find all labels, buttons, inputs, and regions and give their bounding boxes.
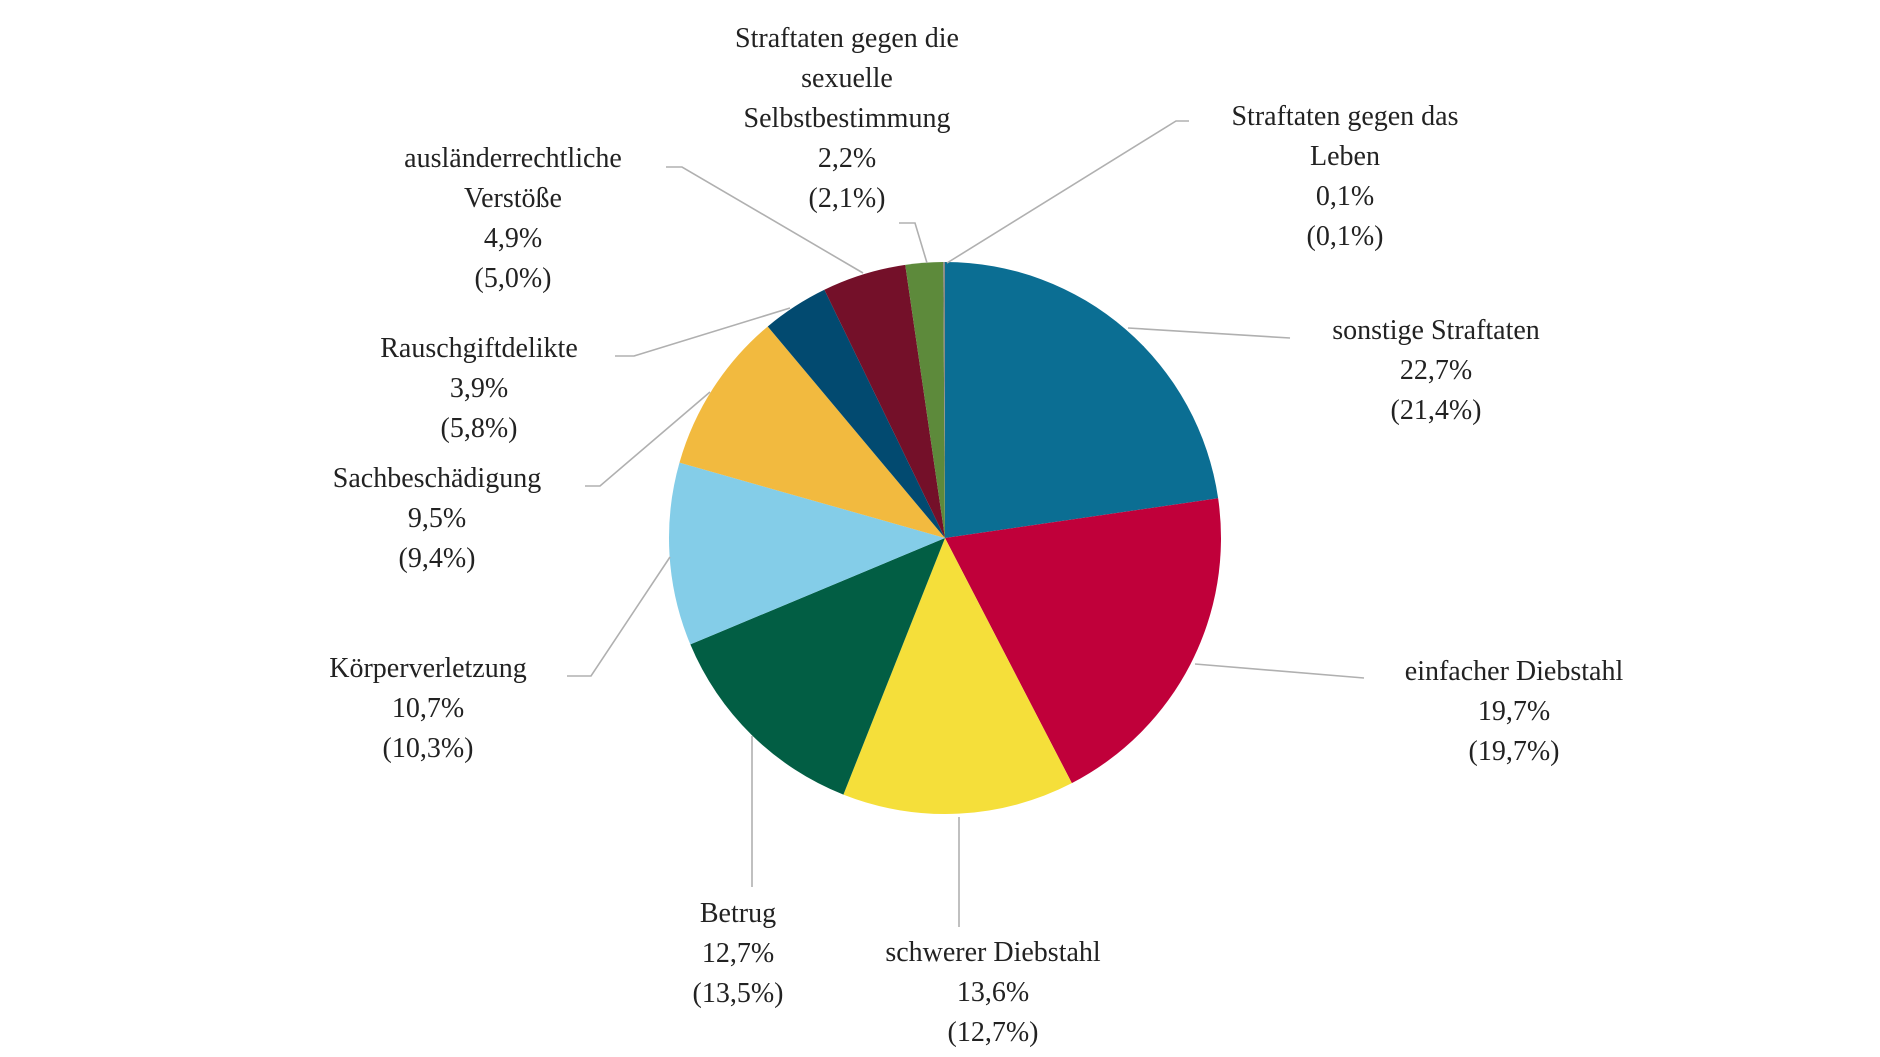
- value-label: 19,7%: [1477, 696, 1551, 727]
- previous-value-label: (5,0%): [474, 263, 552, 294]
- slice-label: Sachbeschädigung 9,5% (9,4%): [333, 459, 541, 579]
- slice-label: Straftaten gegen die sexuelle Selbstbest…: [735, 19, 959, 219]
- slice-label: ausländerrechtliche Verstöße 4,9% (5,0%): [404, 139, 622, 299]
- leader-line: [899, 222, 928, 264]
- leader-line: [615, 307, 791, 357]
- leader-line: [946, 120, 1189, 264]
- category-name: sonstige Straftaten: [1332, 315, 1540, 346]
- slice-label: einfacher Diebstahl 19,7% (19,7%): [1405, 652, 1623, 772]
- pie-slice: [669, 462, 945, 645]
- category-name: Betrug: [699, 898, 777, 929]
- slice-label: Körperverletzung 10,7% (10,3%): [329, 649, 526, 769]
- category-name: Rauschgiftdelikte: [380, 333, 578, 364]
- value-label: 22,7%: [1399, 355, 1473, 386]
- pie-slice: [767, 289, 945, 538]
- category-name: Sachbeschädigung: [332, 463, 542, 494]
- slice-label: Rauschgiftdelikte 3,9% (5,8%): [380, 329, 578, 449]
- slice-label: Straftaten gegen das Leben 0,1% (0,1%): [1231, 97, 1458, 257]
- value-label: 0,1%: [1315, 181, 1375, 212]
- previous-value-label: (5,8%): [440, 413, 518, 444]
- pie-slice: [905, 262, 945, 538]
- previous-value-label: (9,4%): [398, 543, 476, 574]
- value-label: 9,5%: [407, 503, 467, 534]
- slice-label: sonstige Straftaten 22,7% (21,4%): [1332, 311, 1540, 431]
- category-name: Straftaten gegen die sexuelle Selbstbest…: [735, 23, 959, 134]
- previous-value-label: (2,1%): [808, 183, 886, 214]
- leader-line: [567, 556, 671, 677]
- category-name: ausländerrechtliche Verstöße: [404, 143, 622, 214]
- pie-slice: [690, 538, 945, 795]
- value-label: 13,6%: [956, 977, 1030, 1008]
- slice-label: schwerer Diebstahl 13,6% (12,7%): [885, 933, 1100, 1053]
- previous-value-label: (12,7%): [947, 1017, 1039, 1048]
- slice-label: Betrug 12,7% (13,5%): [693, 894, 784, 1014]
- category-name: Straftaten gegen das Leben: [1231, 101, 1459, 172]
- pie-slice: [824, 264, 945, 538]
- leader-line: [1127, 327, 1291, 339]
- value-label: 3,9%: [449, 373, 509, 404]
- category-name: schwerer Diebstahl: [885, 937, 1101, 968]
- pie-slice: [843, 538, 1072, 814]
- category-name: Körperverletzung: [329, 653, 527, 684]
- previous-value-label: (19,7%): [1468, 736, 1560, 767]
- value-label: 4,9%: [483, 223, 543, 254]
- value-label: 2,2%: [817, 143, 877, 174]
- pie-slice: [943, 262, 945, 538]
- pie-slice: [679, 326, 945, 538]
- previous-value-label: (21,4%): [1390, 395, 1482, 426]
- pie-slice: [945, 498, 1221, 784]
- leader-line: [666, 166, 864, 274]
- pie-slice: [945, 262, 1219, 538]
- previous-value-label: (10,3%): [382, 733, 474, 764]
- value-label: 10,7%: [391, 693, 465, 724]
- previous-value-label: (13,5%): [692, 978, 784, 1009]
- leader-line: [585, 391, 711, 487]
- category-name: einfacher Diebstahl: [1404, 656, 1624, 687]
- leader-line: [1194, 663, 1365, 679]
- value-label: 12,7%: [701, 938, 775, 969]
- previous-value-label: (0,1%): [1306, 221, 1384, 252]
